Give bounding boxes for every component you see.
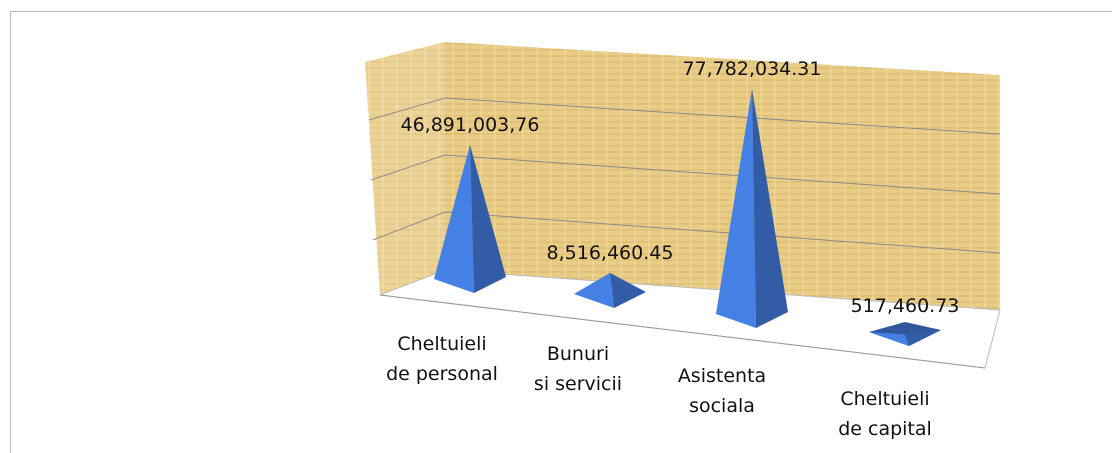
pyramid-face: [716, 88, 756, 328]
x-axis: [379, 294, 986, 369]
data-label: 77,782,034.31: [682, 58, 821, 80]
x-tick-label: Cheltuieli de personal: [386, 333, 498, 385]
x-tick-label: Bunuri si servicii: [534, 343, 622, 395]
pyramid-face: [752, 88, 788, 328]
pyramid: [574, 272, 646, 308]
pyramid: [716, 88, 788, 328]
pyramid-base: [869, 322, 941, 346]
pyramid: [869, 322, 941, 346]
pyramid-face: [574, 272, 614, 308]
pyramid-face: [869, 332, 909, 346]
x-tick-label: Asistenta sociala: [678, 365, 766, 417]
pyramid-face: [470, 144, 506, 293]
frame: [10, 11, 1112, 453]
grid-lines: [368, 97, 1001, 254]
data-label: 8,516,460.45: [547, 242, 674, 264]
back-wall: [445, 42, 1000, 310]
pyramid-face: [434, 144, 474, 293]
pyramid-face: [610, 272, 646, 308]
data-label: 46,891,003,76: [400, 114, 539, 136]
x-tick-label: Cheltuieli de capital: [838, 388, 932, 440]
pyramid: [434, 144, 506, 293]
pyramid-face: [905, 330, 941, 346]
data-label: 517,460.73: [851, 295, 960, 317]
